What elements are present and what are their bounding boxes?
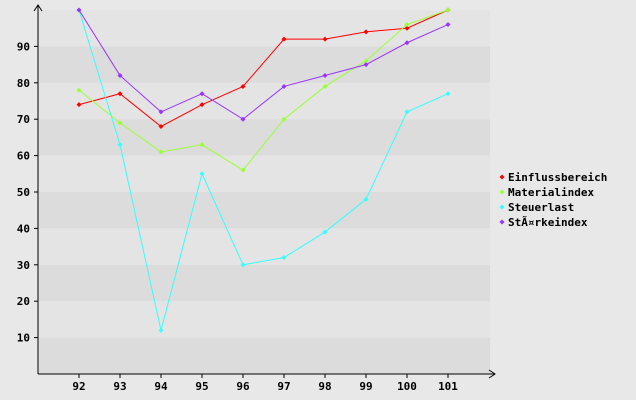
legend-label: Steuerlast	[508, 201, 574, 214]
y-tick-label: 50	[17, 186, 30, 199]
grid-band	[39, 10, 490, 47]
data-point	[117, 73, 123, 79]
series-line	[78, 9, 449, 128]
y-tick-label: 80	[17, 77, 30, 90]
data-point	[445, 7, 451, 13]
x-tick-label: 95	[195, 380, 208, 393]
grid-bands	[39, 10, 490, 374]
legend-marker	[499, 204, 505, 210]
legend-item: StÃ¤rkeindex	[499, 216, 588, 229]
data-point	[322, 83, 328, 89]
x-tick-label: 99	[359, 380, 372, 393]
data-point	[445, 91, 451, 97]
data-point	[363, 58, 369, 64]
data-point	[445, 22, 451, 28]
x-tick-label: 93	[113, 380, 126, 393]
series-line	[78, 9, 449, 120]
series-lines	[76, 7, 451, 333]
data-point	[404, 22, 410, 28]
data-point	[199, 91, 205, 97]
legend-marker	[499, 189, 505, 195]
series-2	[76, 7, 451, 333]
data-point	[158, 123, 164, 129]
data-point	[158, 327, 164, 333]
legend-label: Einflussbereich	[508, 171, 607, 184]
x-tick-label: 97	[277, 380, 290, 393]
legend-item: Steuerlast	[499, 201, 574, 214]
y-tick-label: 30	[17, 259, 30, 272]
grid-band	[39, 46, 490, 83]
data-point	[158, 109, 164, 115]
data-point	[199, 171, 205, 177]
x-tick-label: 96	[236, 380, 250, 393]
data-point	[117, 142, 123, 148]
x-ticks: 92 93 94 95 96 97 98 99 100 101	[72, 374, 458, 393]
legend-label: StÃ¤rkeindex	[508, 216, 588, 229]
grid-band	[39, 264, 490, 302]
x-tick-label: 98	[318, 380, 331, 393]
legend-item: Einflussbereich	[499, 171, 607, 184]
x-tick-label: 92	[72, 380, 85, 393]
y-tick-label: 10	[17, 332, 30, 345]
data-point	[240, 262, 246, 268]
data-point	[281, 255, 287, 261]
grid-band	[39, 119, 490, 156]
data-point	[76, 87, 82, 93]
data-point	[363, 29, 369, 35]
legend-marker	[499, 174, 505, 180]
data-point	[404, 109, 410, 115]
data-point	[240, 116, 246, 122]
data-point	[322, 229, 328, 235]
x-tick-label: 100	[397, 380, 417, 393]
data-point	[363, 196, 369, 202]
series-line	[78, 9, 449, 331]
grid-band	[39, 301, 490, 338]
legend-marker	[499, 219, 505, 225]
data-point	[158, 149, 164, 155]
data-point	[322, 36, 328, 42]
data-point	[76, 7, 82, 13]
legend-label: Materialindex	[508, 186, 594, 199]
data-point	[281, 83, 287, 89]
data-point	[240, 83, 246, 89]
x-tick-label: 94	[154, 380, 168, 393]
grid-band	[39, 337, 490, 374]
series-0	[76, 7, 451, 129]
data-point	[240, 167, 246, 173]
series-1	[76, 7, 451, 173]
y-tick-label: 90	[17, 40, 30, 53]
y-axis-arrow	[33, 4, 43, 12]
data-point	[76, 102, 82, 108]
data-point	[404, 25, 410, 31]
x-tick-label: 101	[438, 380, 458, 393]
data-point	[199, 102, 205, 108]
x-axis-arrow	[488, 369, 496, 379]
data-point	[117, 91, 123, 97]
data-point	[281, 116, 287, 122]
axes	[33, 4, 496, 379]
grid-band	[39, 228, 490, 265]
y-tick-label: 20	[17, 295, 30, 308]
grid-band	[39, 192, 490, 229]
data-point	[363, 62, 369, 68]
series-line	[78, 9, 449, 171]
y-ticks: 10 20 30 40 50 60 70 80 90	[17, 40, 38, 345]
data-point	[281, 36, 287, 42]
grid-band	[39, 82, 490, 120]
y-tick-label: 40	[17, 222, 30, 235]
y-tick-label: 70	[17, 113, 30, 126]
legend-item: Materialindex	[499, 186, 594, 199]
legend: Einflussbereich Materialindex Steuerlast St…	[499, 171, 607, 229]
data-point	[199, 142, 205, 148]
data-point	[404, 40, 410, 46]
grid-band	[39, 155, 490, 192]
y-tick-label: 60	[17, 150, 30, 163]
data-point	[117, 120, 123, 126]
series-3	[76, 7, 451, 122]
data-point	[322, 73, 328, 79]
